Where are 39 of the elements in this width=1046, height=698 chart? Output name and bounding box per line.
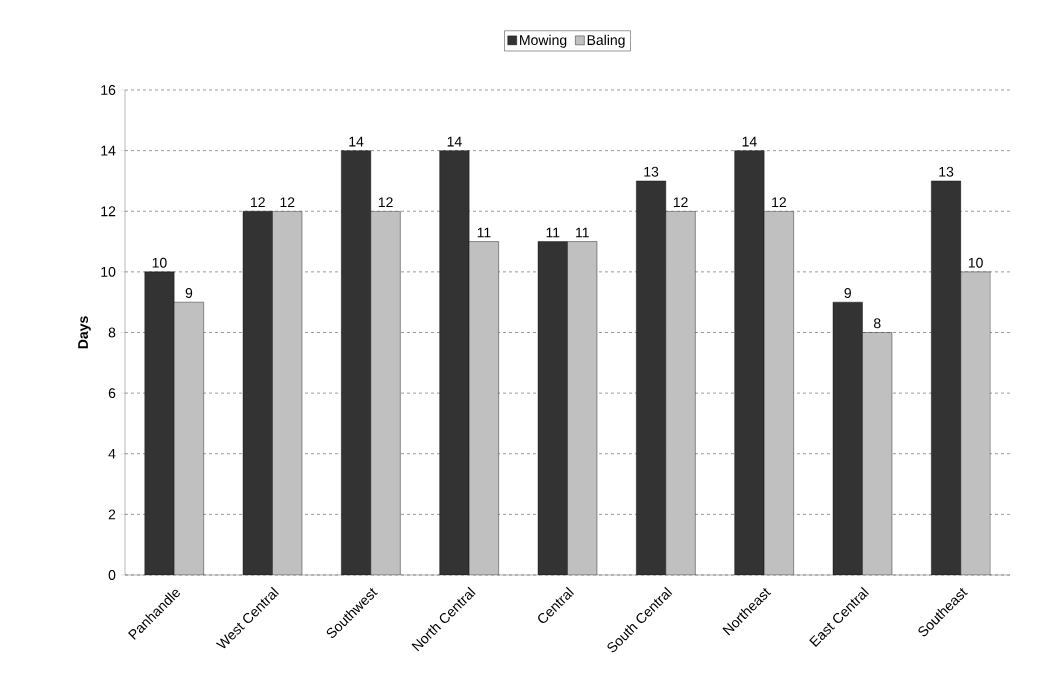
data-label: 13 [644, 166, 659, 177]
y-tick-label: 4 [108, 448, 116, 459]
data-label: 8 [873, 318, 881, 329]
y-tick-label: 14 [101, 145, 116, 156]
data-label: 14 [742, 136, 757, 147]
data-label: 9 [844, 288, 851, 298]
bar [341, 150, 372, 575]
data-label: 11 [477, 227, 491, 238]
bar [537, 241, 568, 575]
y-tick-label: 0 [108, 570, 116, 580]
data-label: 10 [152, 257, 167, 268]
y-tick-label: 12 [101, 206, 116, 217]
data-label: 9 [185, 288, 193, 298]
bar [636, 180, 667, 575]
bar [439, 150, 470, 575]
y-axis-title: Days [78, 316, 91, 349]
legend-label: Baling [587, 34, 625, 48]
data-label: 12 [378, 197, 393, 208]
bar [832, 301, 863, 575]
y-tick-label: 6 [108, 388, 116, 399]
data-label: 12 [772, 197, 786, 208]
data-label: 12 [280, 197, 295, 208]
data-label: 12 [673, 197, 688, 208]
data-label: 14 [349, 136, 364, 147]
y-tick-label: 10 [101, 266, 116, 277]
bar [931, 180, 962, 575]
data-label: 10 [968, 257, 983, 268]
bar [144, 271, 175, 575]
data-label: 11 [576, 227, 589, 238]
legend-label: Mowing [520, 34, 567, 48]
y-tick-label: 16 [101, 85, 116, 95]
data-label: 11 [546, 227, 560, 238]
data-label: 14 [447, 136, 462, 147]
y-tick-label: 8 [108, 327, 116, 338]
y-tick-label: 2 [108, 509, 116, 520]
bar [242, 211, 273, 575]
bar [734, 150, 765, 575]
data-label: 12 [251, 197, 265, 208]
data-label: 13 [939, 166, 954, 177]
